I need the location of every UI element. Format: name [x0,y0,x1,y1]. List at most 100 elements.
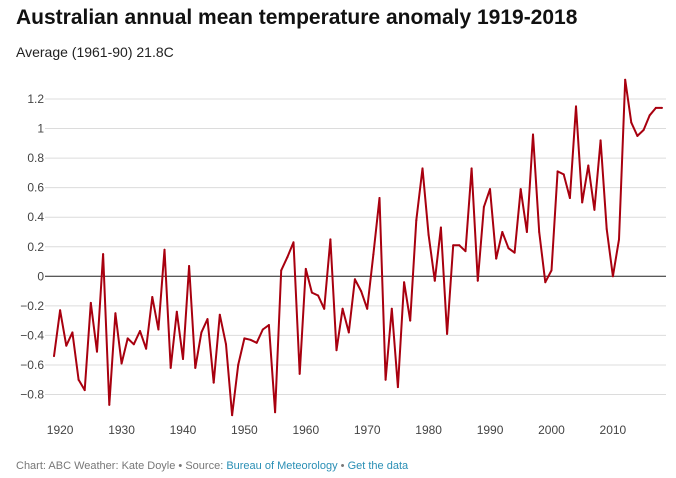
source-link[interactable]: Bureau of Meteorology [226,460,338,472]
data-point [304,267,307,270]
data-point [353,278,356,281]
data-point [366,307,369,310]
x-tick-label: 1980 [415,423,442,437]
y-tick-label: 0.6 [27,181,44,195]
data-point [439,226,442,229]
data-point [188,264,191,267]
data-point [396,386,399,389]
data-point [636,134,639,137]
data-point [433,279,436,282]
data-point [347,331,350,334]
data-point [145,347,148,350]
data-point [243,337,246,340]
data-point [452,244,455,247]
data-point [292,241,295,244]
data-point [200,331,203,334]
data-point [538,230,541,233]
temperature-anomaly-line [53,78,662,417]
data-point [525,230,528,233]
data-point [53,355,55,358]
data-point [562,173,565,176]
data-point [513,251,516,254]
data-point [65,344,68,347]
data-point [624,78,627,81]
data-point [648,114,651,117]
data-point [575,105,578,108]
x-tick-label: 1960 [292,423,319,437]
credit-text: Chart: ABC Weather: Kate Doyle • Source: [16,460,227,472]
data-point [464,250,467,253]
data-point [390,307,393,310]
data-point [360,290,363,293]
data-point [556,170,559,173]
y-tick-label: 0.4 [27,210,44,224]
data-point [194,366,197,369]
data-point [446,332,449,335]
data-point [482,205,485,208]
data-point [310,291,313,294]
data-point [421,167,424,170]
data-point [507,247,510,250]
data-point [642,129,645,132]
data-point [212,381,215,384]
y-tick-label: 1 [37,122,44,136]
data-point [206,318,209,321]
data-point [126,337,129,340]
data-point [163,248,166,251]
y-tick-label: −0.2 [20,299,44,313]
data-point [231,414,234,417]
data-point [157,328,160,331]
data-point [120,362,123,365]
data-point [489,188,492,191]
data-point [77,378,80,381]
data-point [661,106,663,109]
data-point [224,343,227,346]
chart-subtitle: Average (1961-90) 21.8C [16,44,174,60]
data-point [335,349,338,352]
y-tick-label: 0.2 [27,240,44,254]
data-point [169,366,172,369]
data-point [298,372,301,375]
data-point [108,403,111,406]
data-point [151,295,154,298]
data-point [218,313,221,316]
data-point [181,358,184,361]
data-point [71,331,74,334]
y-tick-label: 1.2 [27,92,44,106]
data-point [267,324,270,327]
y-tick-label: −0.8 [20,388,44,402]
temperature-anomaly-chart: −0.8−0.6−0.4−0.200.20.40.60.811.2 1920 19… [20,78,666,437]
data-point [470,167,473,170]
data-point [611,275,614,278]
x-tick-label: 2010 [600,423,627,437]
chart-footer: Chart: ABC Weather: Kate Doyle • Source:… [16,460,408,472]
data-point [581,201,584,204]
data-point [378,196,381,199]
get-data-link[interactable]: Get the data [347,460,409,472]
data-point [532,133,535,136]
data-point [630,121,633,124]
data-point [329,238,332,241]
data-point [261,328,264,331]
data-point [114,312,117,315]
data-point [384,378,387,381]
data-point [403,281,406,284]
y-tick-label: −0.4 [20,328,44,342]
data-point [519,188,522,191]
data-point [286,256,289,259]
data-point [544,281,547,284]
data-point [255,341,258,344]
data-point [138,329,141,332]
data-point [341,307,344,310]
y-axis-ticks: −0.8 −0.6 −0.4 −0.2 0 0.2 0.4 0.6 0.8 1 1.2 [20,92,44,402]
data-point [102,253,105,256]
data-point [95,350,98,353]
data-point [476,279,479,282]
data-point [317,294,320,297]
data-point [568,196,571,199]
data-point [249,338,252,341]
data-point [605,228,608,231]
data-point [587,164,590,167]
data-point [501,230,504,233]
data-point [427,233,430,236]
